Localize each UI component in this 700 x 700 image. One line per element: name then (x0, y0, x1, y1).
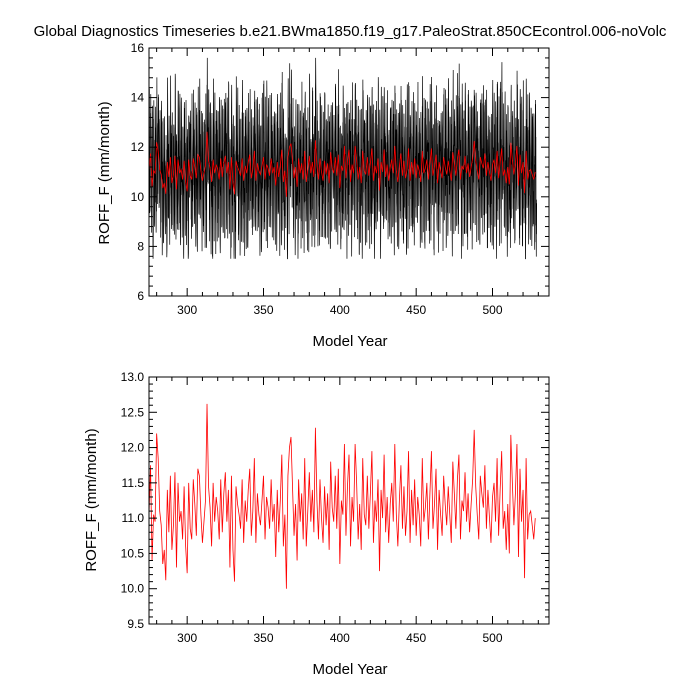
bottom-y-axis-label: ROFF_F (mm/month) (83, 428, 100, 571)
y-tick-label: 12.5 (121, 405, 145, 419)
bottom-panel: 300 350 400 450 500 9.5 10.0 10.5 11.0 11.5 12.0 12… (83, 370, 550, 678)
x-tick-label: 300 (177, 303, 197, 317)
x-tick-label: 350 (253, 631, 273, 645)
monthly-line (148, 57, 538, 260)
x-tick-label: 450 (406, 631, 426, 645)
x-tick-label: 500 (482, 631, 502, 645)
x-tick-label: 500 (482, 303, 502, 317)
y-tick-label: 11.5 (122, 476, 145, 490)
x-tick-label: 400 (330, 631, 350, 645)
x-tick-label: 400 (330, 303, 350, 317)
top-y-axis-label: ROFF_F (mm/month) (96, 101, 113, 244)
x-tick-label: 350 (253, 303, 273, 317)
y-tick-label: 10.0 (121, 582, 145, 596)
y-tick-label: 14 (131, 91, 145, 105)
y-tick-label: 10.5 (121, 546, 145, 560)
y-tick-label: 9.5 (127, 617, 144, 631)
bottom-plot-frame (148, 376, 550, 625)
top-panel: 300 350 400 450 500 6 8 10 12 14 16 Model Year ROF… (96, 41, 550, 350)
y-tick-label: 16 (131, 41, 145, 55)
bottom-annual-series (148, 403, 536, 589)
y-tick-label: 6 (137, 289, 144, 303)
top-x-axis-label: Model Year (312, 333, 387, 350)
y-tick-label: 12.0 (121, 441, 145, 455)
bottom-axes: 300 350 400 450 500 9.5 10.0 10.5 11.0 11.5 12.0 12… (121, 370, 550, 645)
annual-mean-line (148, 131, 536, 197)
y-tick-label: 12 (131, 140, 145, 154)
x-tick-label: 450 (406, 303, 426, 317)
y-tick-label: 8 (137, 239, 144, 253)
annual-mean-line (148, 403, 536, 589)
x-tick-label: 300 (177, 631, 197, 645)
top-monthly-series (148, 57, 538, 260)
y-tick-label: 13.0 (121, 370, 145, 384)
y-tick-label: 10 (131, 190, 145, 204)
bottom-x-axis-label: Model Year (312, 661, 387, 678)
chart-title: Global Diagnostics Timeseries b.e21.BWma… (34, 23, 667, 40)
top-annual-series (148, 131, 536, 197)
top-axes: 300 350 400 450 500 6 8 10 12 14 16 (131, 41, 550, 317)
top-plot-frame (148, 47, 550, 297)
y-tick-label: 11.0 (122, 511, 145, 525)
